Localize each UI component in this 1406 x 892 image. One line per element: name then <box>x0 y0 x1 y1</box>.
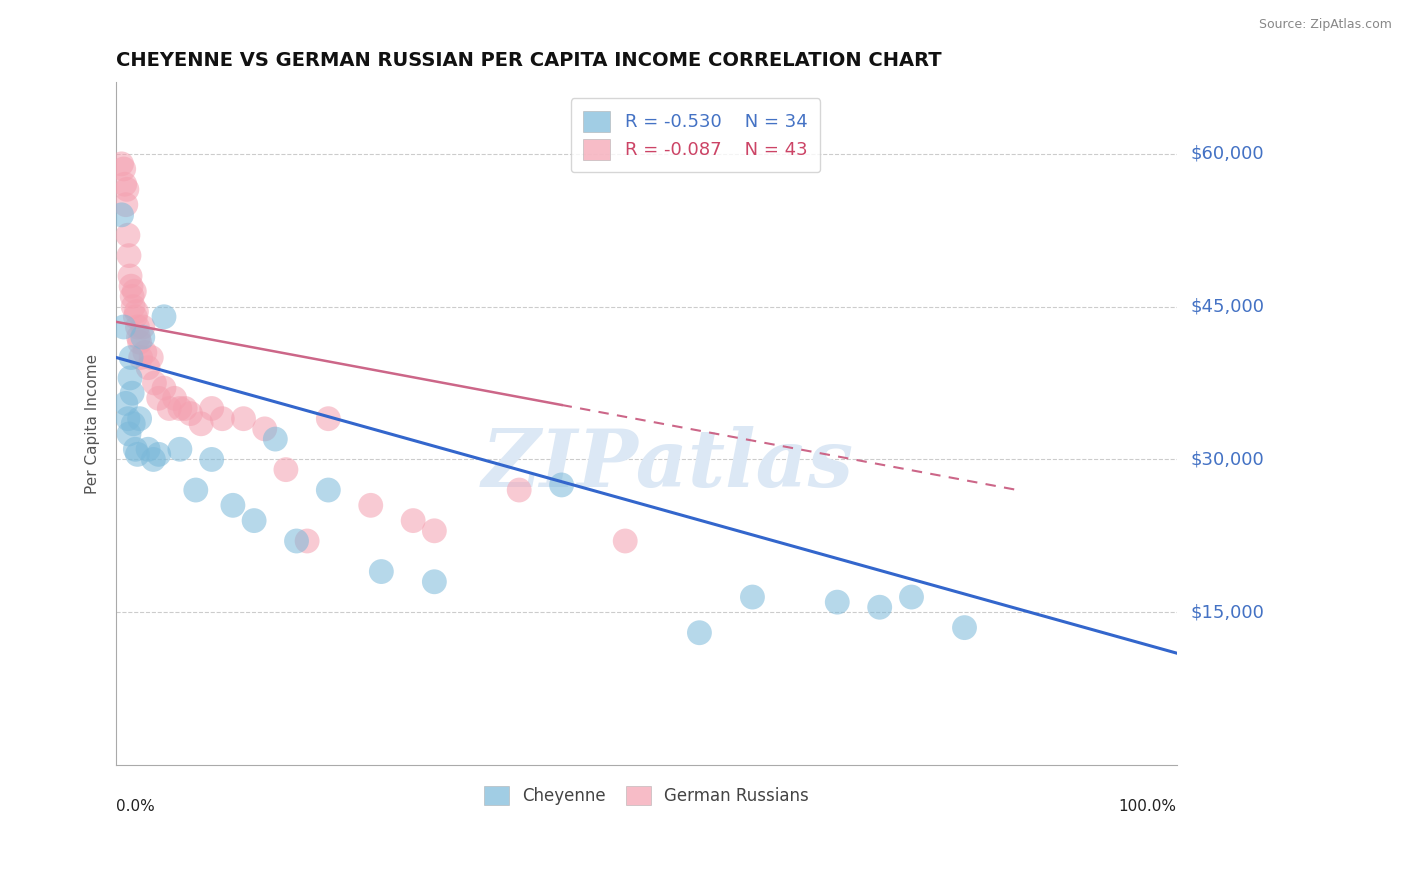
Point <box>117 228 139 243</box>
Point <box>274 463 297 477</box>
Point <box>128 330 150 344</box>
Text: $60,000: $60,000 <box>1191 145 1264 162</box>
Point <box>128 411 150 425</box>
Point <box>148 447 170 461</box>
Point <box>120 279 142 293</box>
Point <box>153 381 176 395</box>
Point <box>136 442 159 457</box>
Point <box>124 442 146 457</box>
Point <box>318 483 340 497</box>
Point <box>201 452 224 467</box>
Point <box>179 407 201 421</box>
Point <box>114 178 136 192</box>
Point <box>128 335 150 350</box>
Point <box>141 351 163 365</box>
Point <box>174 401 197 416</box>
Point <box>142 452 165 467</box>
Point <box>222 499 245 513</box>
Text: CHEYENNE VS GERMAN RUSSIAN PER CAPITA INCOME CORRELATION CHART: CHEYENNE VS GERMAN RUSSIAN PER CAPITA IN… <box>117 51 942 70</box>
Point <box>423 524 446 538</box>
Point <box>295 533 318 548</box>
Point <box>869 600 891 615</box>
Point <box>285 533 308 548</box>
Legend: Cheyenne, German Russians: Cheyenne, German Russians <box>477 779 815 812</box>
Point <box>134 345 156 359</box>
Point <box>370 565 392 579</box>
Text: $45,000: $45,000 <box>1191 298 1264 316</box>
Point <box>121 289 143 303</box>
Point <box>143 376 166 390</box>
Point <box>120 371 142 385</box>
Point <box>201 401 224 416</box>
Point <box>423 574 446 589</box>
Point <box>550 478 572 492</box>
Point <box>124 310 146 324</box>
Point <box>360 499 382 513</box>
Point <box>253 422 276 436</box>
Point <box>129 351 152 365</box>
Text: ZIPatlas: ZIPatlas <box>482 426 853 503</box>
Point <box>115 182 138 196</box>
Point <box>169 401 191 416</box>
Point <box>136 360 159 375</box>
Point <box>264 432 287 446</box>
Point <box>110 157 132 171</box>
Point <box>120 351 142 365</box>
Point <box>132 330 155 344</box>
Text: 0.0%: 0.0% <box>117 799 155 814</box>
Point <box>127 447 149 461</box>
Point <box>122 300 145 314</box>
Text: 100.0%: 100.0% <box>1119 799 1177 814</box>
Point <box>112 320 135 334</box>
Point <box>122 417 145 431</box>
Point <box>127 320 149 334</box>
Point <box>120 268 142 283</box>
Point <box>190 417 212 431</box>
Point <box>169 442 191 457</box>
Point <box>118 427 141 442</box>
Point <box>211 411 233 425</box>
Point <box>132 320 155 334</box>
Point <box>118 249 141 263</box>
Point <box>953 621 976 635</box>
Point <box>117 411 139 425</box>
Point <box>243 514 266 528</box>
Point <box>900 590 922 604</box>
Point <box>124 285 146 299</box>
Text: $15,000: $15,000 <box>1191 603 1264 622</box>
Point <box>232 411 254 425</box>
Point <box>148 392 170 406</box>
Point <box>110 208 132 222</box>
Point <box>402 514 425 528</box>
Point <box>688 625 710 640</box>
Point <box>318 411 340 425</box>
Point <box>163 392 186 406</box>
Point <box>114 197 136 211</box>
Point <box>184 483 207 497</box>
Point <box>614 533 637 548</box>
Point <box>125 304 148 318</box>
Point <box>508 483 530 497</box>
Point <box>112 161 135 176</box>
Point <box>114 396 136 410</box>
Point <box>741 590 763 604</box>
Point <box>827 595 849 609</box>
Point <box>153 310 176 324</box>
Point <box>157 401 180 416</box>
Y-axis label: Per Capita Income: Per Capita Income <box>86 354 100 494</box>
Point <box>121 386 143 401</box>
Text: Source: ZipAtlas.com: Source: ZipAtlas.com <box>1258 18 1392 31</box>
Text: $30,000: $30,000 <box>1191 450 1264 468</box>
